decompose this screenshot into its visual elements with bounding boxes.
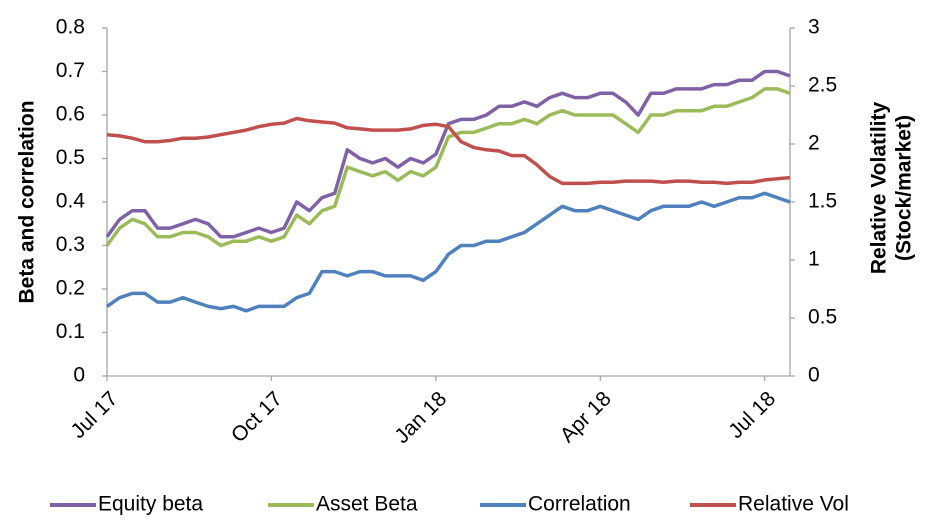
series-line [105, 69, 791, 239]
series-line [105, 87, 791, 248]
legend-label: Relative Vol [738, 493, 849, 516]
y2-tick-label: 2 [808, 132, 820, 155]
y-axis-label: Beta and correlation [16, 100, 39, 303]
y2-tick-label: 2.5 [808, 74, 837, 97]
y-tick-label: 0.3 [56, 233, 85, 256]
y2-tick-label: 0.5 [808, 306, 837, 329]
series-line [106, 191, 791, 313]
y2-axis-label: Relative Volatility [868, 102, 891, 275]
y-tick-label: 0 [73, 364, 85, 387]
x-tick-label: Apr 18 [556, 387, 616, 447]
y-tick-label: 0.5 [56, 146, 85, 169]
y2-tick-label: 3 [808, 16, 820, 39]
y-tick-label: 0.2 [56, 277, 85, 300]
y2-axis-label: (Stock/market) [893, 115, 916, 261]
y-tick-label: 0.1 [56, 320, 85, 343]
x-tick-label: Jul 17 [67, 387, 123, 443]
y2-tick-label: 1 [808, 248, 820, 271]
x-tick-label: Jan 18 [390, 387, 451, 448]
series-line [106, 116, 791, 186]
x-tick-label: Oct 17 [227, 387, 287, 447]
x-tick-label: Jul 18 [724, 387, 780, 443]
legend-label: Correlation [528, 493, 631, 516]
legend-label: Asset Beta [316, 493, 418, 516]
y-tick-label: 0.8 [56, 16, 85, 39]
y-tick-label: 0.6 [56, 103, 85, 126]
y-tick-label: 0.7 [56, 59, 85, 82]
legend-label: Equity beta [98, 493, 203, 516]
y-tick-label: 0.4 [56, 190, 86, 213]
y2-tick-label: 0 [808, 364, 820, 387]
y2-tick-label: 1.5 [808, 190, 837, 213]
